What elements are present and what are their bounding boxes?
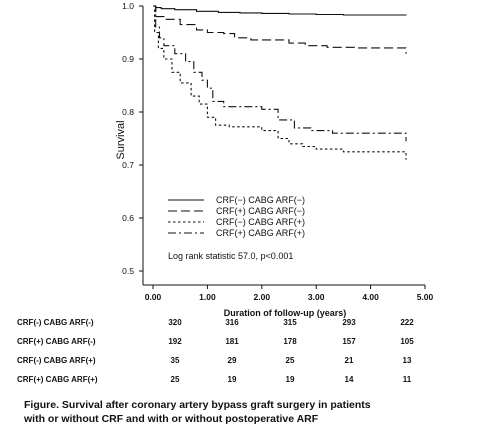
axes <box>142 6 425 286</box>
risk-cell: 181 <box>225 337 239 346</box>
risk-cell: 320 <box>168 318 182 327</box>
legend-label-2: CRF(+) CABG ARF(−) <box>216 206 305 216</box>
risk-table-row: CRF(-) CABG ARF(+) 35 29 25 21 13 <box>0 356 478 375</box>
risk-table-row: CRF(+) CABG ARF(-) 192 181 178 157 105 <box>0 337 478 356</box>
caption-line-1: Figure. Survival after coronary artery b… <box>24 399 371 411</box>
y-tick-label: 0.7 <box>122 160 134 170</box>
survival-curve-2 <box>153 5 407 54</box>
tick-labels: 0.5 0.6 0.7 0.8 0.9 1.0 0.00 1.00 2.00 3.00 4.00 5.… <box>122 1 433 302</box>
risk-cell: 222 <box>400 318 414 327</box>
risk-table-row: CRF(-) CABG ARF(-) 320 316 315 293 222 <box>0 318 478 337</box>
y-tick-label: 0.6 <box>122 213 134 223</box>
survival-chart: 0.5 0.6 0.7 0.8 0.9 1.0 0.00 1.00 2.00 3.00 4.00 5.… <box>115 1 434 318</box>
y-axis-title: Survival <box>115 120 127 159</box>
survival-curve-4 <box>153 5 407 142</box>
risk-cell: 105 <box>400 337 414 346</box>
risk-cell: 19 <box>285 375 295 384</box>
legend-label-1: CRF(−) CABG ARF(−) <box>216 195 305 205</box>
x-axis-title: Duration of follow-up (years) <box>224 308 347 318</box>
risk-cell: 293 <box>342 318 356 327</box>
x-tick-label: 2.00 <box>254 292 271 302</box>
x-tick-label: 5.00 <box>417 292 434 302</box>
survival-curves <box>153 5 407 160</box>
y-tick-label: 0.8 <box>122 107 134 117</box>
survival-curve-3 <box>153 5 407 160</box>
numbers-at-risk-table: CRF(-) CABG ARF(-) 320 316 315 293 222 CRF(+) … <box>0 318 478 394</box>
risk-cell: 13 <box>402 356 412 365</box>
risk-table-row: CRF(+) CABG ARF(+) 25 19 19 14 11 <box>0 375 478 394</box>
risk-cell: 316 <box>225 318 239 327</box>
x-tick-label: 4.00 <box>362 292 379 302</box>
risk-cell: 25 <box>170 375 180 384</box>
risk-cell: 29 <box>227 356 237 365</box>
figure-caption: Figure. Survival after coronary artery b… <box>24 398 464 426</box>
risk-cell: 14 <box>344 375 354 384</box>
risk-row-label: CRF(+) CABG ARF(+) <box>17 375 98 384</box>
legend-label-3: CRF(−) CABG ARF(+) <box>216 217 305 227</box>
risk-row-label: CRF(+) CABG ARF(-) <box>17 337 96 346</box>
risk-cell: 11 <box>402 375 412 384</box>
legend: CRF(−) CABG ARF(−)CRF(+) CABG ARF(−)CRF(… <box>168 195 305 238</box>
legend-label-4: CRF(+) CABG ARF(+) <box>216 228 305 238</box>
survival-curve-1 <box>153 5 407 16</box>
risk-cell: 192 <box>168 337 182 346</box>
y-tick-label: 0.5 <box>122 266 134 276</box>
x-tick-label: 1.00 <box>199 292 216 302</box>
risk-row-label: CRF(-) CABG ARF(+) <box>17 356 96 365</box>
risk-cell: 21 <box>344 356 354 365</box>
risk-row-label: CRF(-) CABG ARF(-) <box>17 318 94 327</box>
risk-cell: 157 <box>342 337 356 346</box>
log-rank-annotation: Log rank statistic 57.0, p<0.001 <box>168 251 293 261</box>
risk-cell: 35 <box>170 356 180 365</box>
x-tick-label: 3.00 <box>308 292 325 302</box>
risk-cell: 178 <box>283 337 297 346</box>
risk-cell: 315 <box>283 318 297 327</box>
risk-cell: 19 <box>227 375 237 384</box>
y-tick-label: 0.9 <box>122 54 134 64</box>
caption-line-2: with or without CRF and with or without … <box>24 413 319 425</box>
risk-cell: 25 <box>285 356 295 365</box>
x-tick-label: 0.00 <box>145 292 162 302</box>
y-tick-label: 1.0 <box>122 1 134 11</box>
